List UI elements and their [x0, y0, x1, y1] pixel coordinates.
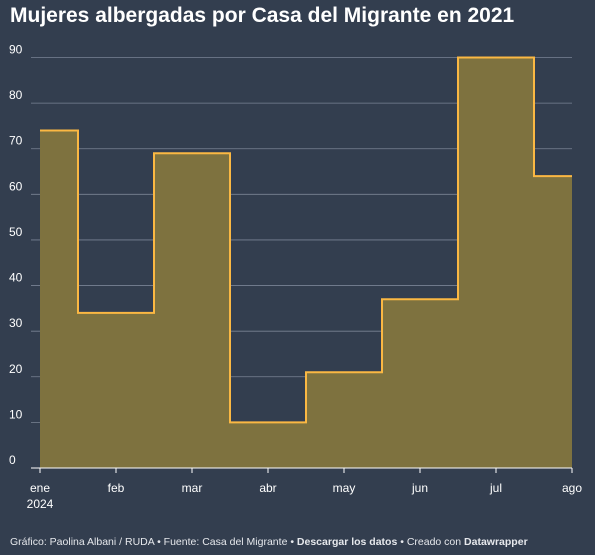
y-tick-label: 0: [9, 453, 16, 467]
x-tick-label: abr: [259, 481, 276, 495]
footer-separator: •: [287, 536, 297, 548]
credit-text: Gráfico: Paolina Albani / RUDA: [10, 536, 155, 548]
x-tick-label: mar: [182, 481, 203, 495]
x-tick-label: jun: [411, 481, 428, 495]
footer-separator: •: [397, 536, 407, 548]
source-text: Fuente: Casa del Migrante: [163, 536, 288, 548]
y-tick-label: 80: [9, 88, 23, 102]
x-tick-label: may: [333, 481, 356, 495]
chart-title: Mujeres albergadas por Casa del Migrante…: [10, 4, 515, 27]
created-with-text: Creado con: [406, 536, 462, 548]
y-tick-label: 90: [9, 43, 23, 57]
y-tick-label: 30: [9, 316, 23, 330]
y-tick-label: 50: [9, 225, 23, 239]
x-tick-year-label: 2024: [27, 497, 54, 511]
x-tick-label: feb: [108, 481, 125, 495]
step-area-chart: 0 10 20 30 40 50 60 70 80 90 ene feb mar abr may jun ju…: [9, 43, 582, 512]
area-fill: [40, 57, 572, 468]
y-tick-label: 20: [9, 362, 23, 376]
chart-footer: Gráfico: Paolina Albani / RUDA • Fuente:…: [10, 536, 528, 548]
x-axis: ene feb mar abr may jun jul ago 2024: [27, 467, 582, 511]
x-tick-label: ago: [562, 481, 582, 495]
datawrapper-link[interactable]: Datawrapper: [464, 536, 528, 548]
series-area: [40, 56, 572, 468]
download-data-link[interactable]: Descargar los datos: [296, 536, 398, 548]
y-axis: 0 10 20 30 40 50 60 70 80 90: [9, 43, 23, 468]
series-line: [40, 56, 572, 424]
y-tick-label: 10: [9, 407, 23, 421]
x-tick-label: ene: [30, 481, 50, 495]
x-tick-label: jul: [489, 481, 502, 495]
y-tick-label: 70: [9, 134, 23, 148]
footer-separator: •: [154, 536, 164, 548]
y-tick-label: 40: [9, 271, 23, 285]
y-tick-label: 60: [9, 179, 23, 193]
